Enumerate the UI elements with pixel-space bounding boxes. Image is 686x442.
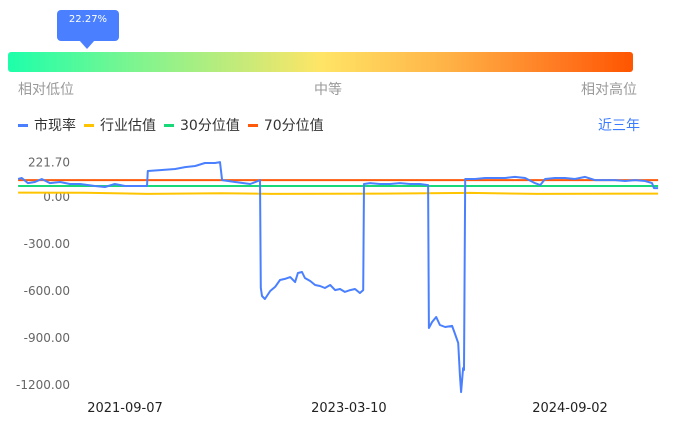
legend: 市现率 行业估值 30分位值 70分位值 xyxy=(18,115,324,135)
legend-swatch xyxy=(247,123,258,127)
y-tick-label: -900.00 xyxy=(24,331,70,345)
y-tick-label: -300.00 xyxy=(24,237,70,251)
series-line-0 xyxy=(17,161,659,394)
legend-swatch xyxy=(18,123,28,127)
legend-label: 市现率 xyxy=(34,118,76,134)
y-tick-label: 221.70 xyxy=(28,155,70,169)
mid-label: 中等 xyxy=(314,82,342,98)
legend-label: 30分位值 xyxy=(180,118,240,134)
legend-item[interactable]: 行业估值 xyxy=(84,115,156,135)
y-tick-label: -1200.00 xyxy=(16,378,70,392)
range-three-years-button[interactable]: 近三年 xyxy=(598,118,640,134)
legend-item[interactable]: 70分位值 xyxy=(247,115,324,135)
x-tick-label: 2023-03-10 xyxy=(311,401,387,416)
percentile-tooltip: 22.27% xyxy=(57,10,119,49)
x-tick-label: 2021-09-07 xyxy=(87,401,163,416)
legend-label: 70分位值 xyxy=(263,118,324,134)
legend-item[interactable]: 30分位值 xyxy=(164,115,240,135)
percentile-gradient-bar xyxy=(8,52,633,72)
x-tick-label: 2024-09-02 xyxy=(532,401,608,416)
legend-label: 行业估值 xyxy=(100,118,156,134)
low-label: 相对低位 xyxy=(18,82,74,98)
legend-swatch xyxy=(84,123,94,127)
y-tick-label: -600.00 xyxy=(24,284,70,298)
legend-item[interactable]: 市现率 xyxy=(18,115,76,135)
legend-swatch xyxy=(164,123,174,127)
high-label: 相对高位 xyxy=(581,82,637,98)
series-line-1 xyxy=(18,191,659,195)
percentile-value: 22.27% xyxy=(68,14,108,25)
